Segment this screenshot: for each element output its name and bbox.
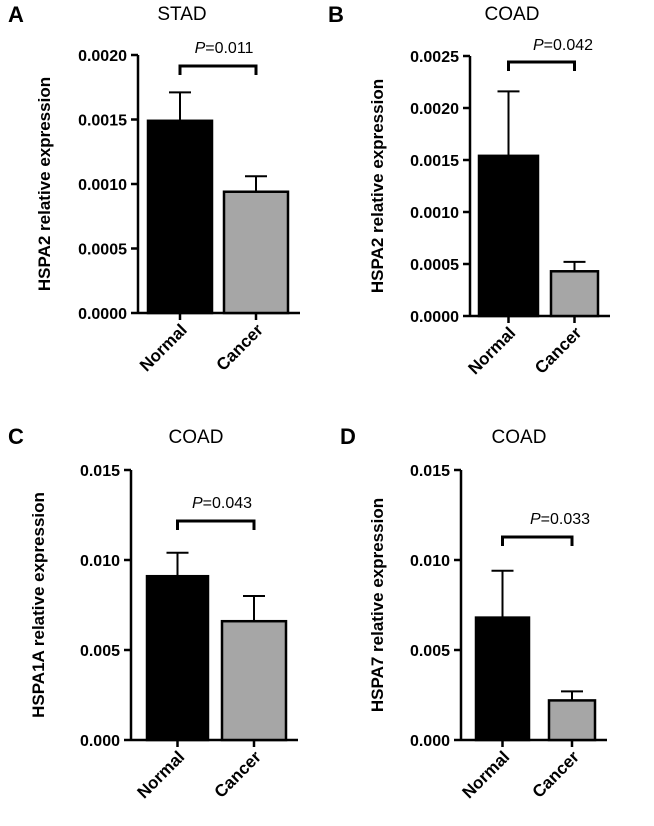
y-tick-label: 0.0010 (410, 205, 459, 222)
x-tick-label: Normal (458, 747, 513, 802)
x-tick-label: Cancer (531, 323, 585, 377)
bar-cancer (220, 619, 288, 742)
y-tick-label: 0.0010 (78, 177, 127, 194)
p-value-prefix: P (195, 40, 206, 57)
y-tick-label: 0.0000 (410, 309, 459, 326)
p-value-label: P=0.033 (530, 511, 590, 528)
p-value-label: P=0.011 (195, 40, 254, 57)
p-value-label: P=0.042 (533, 37, 593, 54)
bar-cancer (549, 270, 600, 318)
y-tick-label: 0.0020 (410, 101, 459, 118)
y-tick-label: 0.000 (410, 733, 450, 750)
y-tick-label: 0.010 (410, 553, 450, 570)
y-tick-label: 0.0015 (410, 153, 459, 170)
y-axis-label: HSPA1A relative expression (29, 492, 48, 718)
panel-c: C COAD HSPA1A relative expression 0.000 0.00… (8, 424, 298, 802)
x-tick-label: Cancer (211, 747, 265, 801)
p-value-prefix: P (530, 511, 541, 528)
x-tick-label: Cancer (529, 747, 583, 801)
y-axis-label: HSPA2 relative expression (35, 77, 54, 291)
x-tick-label: Normal (133, 747, 188, 802)
p-value-text: =0.042 (544, 37, 593, 54)
significance-bracket (176, 519, 256, 530)
significance-bracket (178, 64, 258, 75)
y-tick-label: 0.0025 (410, 49, 459, 66)
panel-a: A STAD HSPA2 relative expression 0.0000 0.00… (8, 2, 300, 375)
panel-b: B COAD HSPA2 relative expression 0.0000 0.00… (328, 2, 610, 378)
bar-normal (477, 154, 540, 318)
y-tick-label: 0.000 (80, 733, 120, 750)
panel-letter: D (340, 424, 356, 449)
y-tick-label: 0.0005 (410, 257, 459, 274)
x-tick-label: Normal (136, 320, 191, 375)
y-tick-label: 0.0005 (78, 242, 127, 259)
p-value-text: =0.043 (203, 495, 252, 512)
panel-letter: A (8, 2, 24, 27)
p-value-text: =0.011 (205, 40, 253, 57)
x-tick-label: Cancer (213, 320, 267, 374)
y-tick-label: 0.010 (80, 553, 120, 570)
y-tick-label: 0.0015 (78, 113, 127, 130)
bar-normal (146, 119, 214, 315)
significance-bracket (507, 60, 576, 71)
panel-letter: C (8, 424, 24, 449)
y-tick-label: 0.015 (80, 463, 120, 480)
y-tick-label: 0.015 (410, 463, 450, 480)
y-tick-label: 0.005 (410, 643, 450, 660)
chart-title: STAD (157, 4, 206, 25)
p-value-prefix: P (533, 37, 544, 54)
chart-title: COAD (492, 427, 547, 448)
bar-cancer (547, 699, 597, 742)
y-axis-label: HSPA7 relative expression (368, 498, 387, 712)
panel-letter: B (328, 2, 344, 27)
bar-cancer (222, 190, 290, 315)
bar-normal (474, 616, 531, 742)
bar-normal (145, 574, 210, 742)
significance-bracket (501, 535, 574, 546)
y-tick-label: 0.0020 (78, 48, 127, 65)
chart-title: COAD (169, 427, 224, 448)
p-value-label: P=0.043 (192, 495, 252, 512)
x-tick-label: Normal (464, 323, 519, 378)
p-value-text: =0.033 (541, 511, 590, 528)
y-tick-label: 0.0000 (78, 306, 127, 323)
y-axis-label: HSPA2 relative expression (368, 79, 387, 293)
p-value-prefix: P (192, 495, 203, 512)
y-tick-label: 0.005 (80, 643, 120, 660)
panel-d: D COAD HSPA7 relative expression 0.000 0.005… (340, 424, 607, 802)
chart-title: COAD (485, 4, 540, 25)
